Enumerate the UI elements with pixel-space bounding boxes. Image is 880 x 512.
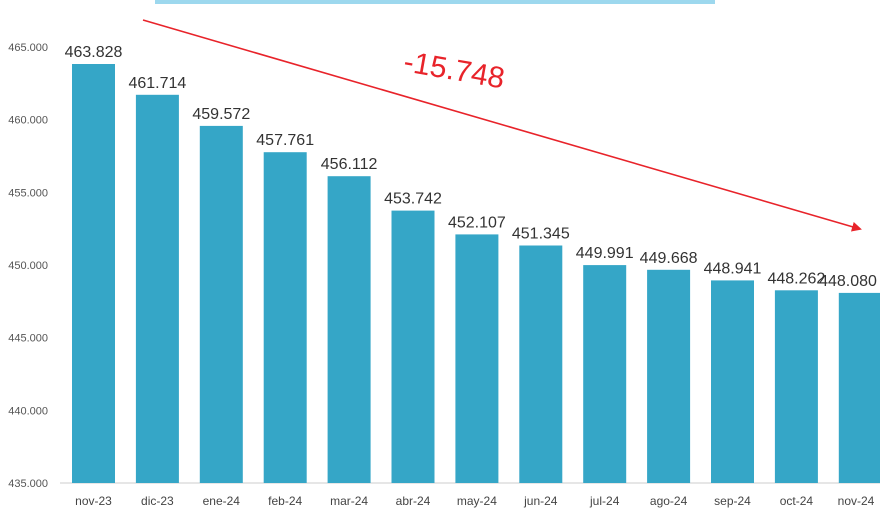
bars-group bbox=[72, 64, 880, 484]
x-tick-label: ago-24 bbox=[650, 494, 688, 508]
data-label: 457.761 bbox=[256, 132, 314, 149]
data-label: 448.941 bbox=[704, 260, 762, 277]
x-tick-label: may-24 bbox=[457, 494, 497, 508]
x-axis: nov-23 dic-23 ene-24 feb-24 mar-24 abr-24 may-… bbox=[75, 494, 875, 508]
x-tick-label: mar-24 bbox=[330, 494, 368, 508]
bar-jul-24 bbox=[583, 265, 627, 483]
x-tick-label: jun-24 bbox=[523, 494, 558, 508]
bar-sep-24 bbox=[711, 280, 754, 483]
bar-nov-24 bbox=[838, 292, 880, 483]
data-label: 463.828 bbox=[65, 44, 123, 61]
data-label: 452.107 bbox=[448, 214, 506, 231]
data-label: 456.112 bbox=[321, 156, 378, 173]
x-tick-label: oct-24 bbox=[780, 494, 814, 508]
bar-ene-24 bbox=[199, 125, 243, 484]
data-label: 449.991 bbox=[576, 245, 634, 262]
bar-nov-23 bbox=[72, 64, 115, 483]
data-label: 459.572 bbox=[192, 106, 250, 123]
bar-mar-24 bbox=[327, 176, 371, 483]
trend-annotation: -15.748 bbox=[142, 19, 862, 232]
data-label: 448.080 bbox=[819, 273, 877, 290]
data-label: 451.345 bbox=[512, 226, 570, 243]
x-tick-label: dic-23 bbox=[141, 494, 174, 508]
bar-abr-24 bbox=[391, 210, 435, 483]
data-label: 453.742 bbox=[384, 191, 442, 208]
y-tick-label: 450.000 bbox=[8, 260, 48, 272]
x-tick-label: jul-24 bbox=[589, 494, 620, 508]
trend-annotation-label: -15.748 bbox=[401, 45, 507, 95]
x-tick-label: sep-24 bbox=[714, 494, 751, 508]
data-labels-group: 463.828 461.714 459.572 457.761 456.112 453.7… bbox=[65, 44, 877, 290]
y-tick-label: 460.000 bbox=[8, 115, 48, 127]
bar-dic-23 bbox=[135, 94, 179, 484]
y-tick-label: 440.000 bbox=[8, 405, 48, 417]
x-tick-label: abr-24 bbox=[396, 494, 431, 508]
bar-jun-24 bbox=[519, 245, 563, 483]
y-axis: 435.000 440.000 445.000 450.000 455.000 460.0… bbox=[8, 42, 48, 490]
trend-arrow bbox=[142, 19, 862, 232]
x-tick-label: nov-24 bbox=[838, 494, 875, 508]
bar-may-24 bbox=[455, 234, 499, 483]
x-tick-label: feb-24 bbox=[268, 494, 302, 508]
data-label: 461.714 bbox=[128, 75, 186, 92]
y-tick-label: 445.000 bbox=[8, 333, 48, 345]
bar-ago-24 bbox=[647, 269, 691, 483]
x-tick-label: ene-24 bbox=[203, 494, 241, 508]
clipped-title-fragment bbox=[155, 0, 715, 4]
y-tick-label: 455.000 bbox=[8, 187, 48, 199]
y-tick-label: 465.000 bbox=[8, 42, 48, 54]
data-label: 449.668 bbox=[640, 250, 698, 267]
data-label: 448.262 bbox=[767, 270, 825, 287]
x-tick-label: nov-23 bbox=[75, 494, 112, 508]
bar-feb-24 bbox=[263, 152, 307, 483]
bar-oct-24 bbox=[774, 290, 818, 483]
y-tick-label: 435.000 bbox=[8, 478, 48, 490]
